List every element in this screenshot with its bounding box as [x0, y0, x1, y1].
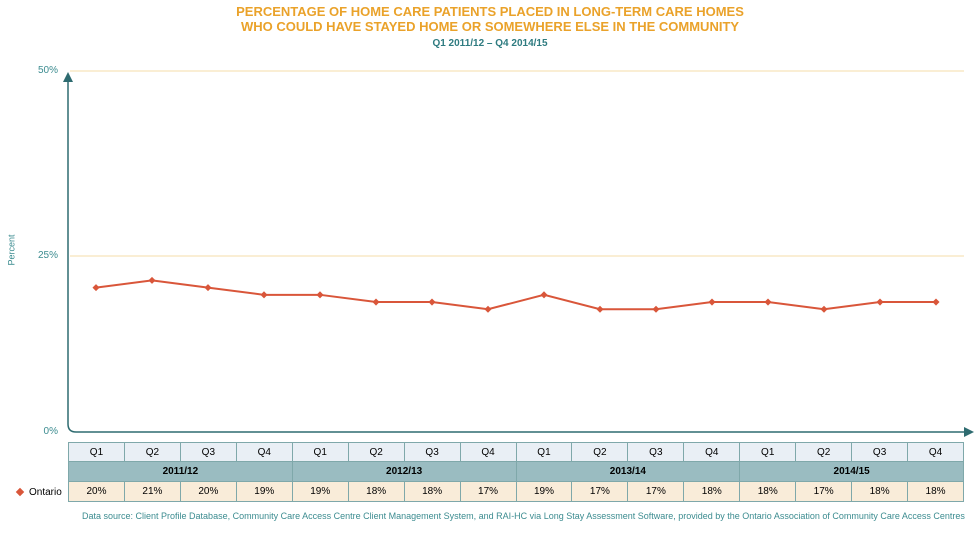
- data-point: [316, 291, 324, 299]
- data-label: 18%: [403, 481, 461, 502]
- quarter-label: Q2: [795, 442, 853, 462]
- quarter-label: Q3: [627, 442, 685, 462]
- y-tick-50: 50%: [37, 65, 58, 76]
- data-point: [540, 291, 548, 299]
- data-label: 18%: [347, 481, 405, 502]
- data-point: [932, 298, 940, 306]
- year-label: 2011/12: [68, 461, 293, 482]
- quarter-label: Q2: [347, 442, 405, 462]
- axes: [67, 80, 966, 433]
- data-point: [204, 284, 212, 292]
- data-point: [596, 305, 604, 313]
- data-label: 17%: [795, 481, 853, 502]
- data-source: Data source: Client Profile Database, Co…: [82, 511, 965, 521]
- data-point: [372, 298, 380, 306]
- series-line-ontario: [95, 279, 936, 311]
- data-point: [92, 284, 100, 292]
- plot-area: [63, 70, 974, 437]
- data-point: [876, 298, 884, 306]
- data-point: [148, 276, 156, 284]
- quarter-label: Q1: [291, 442, 349, 462]
- quarter-label: Q4: [683, 442, 741, 462]
- quarter-label: Q1: [515, 442, 573, 462]
- quarter-label: Q3: [851, 442, 909, 462]
- data-table: Q1 Q2 Q3 Q4 Q1 Q2 Q3 Q4 Q1 Q2 Q3 Q4 Q1 Q2 Q3 Q4 2011/12…: [68, 442, 964, 502]
- data-point: [820, 305, 828, 313]
- quarter-label: Q3: [403, 442, 461, 462]
- x-axis-arrow: [964, 427, 974, 437]
- chart-subtitle: Q1 2011/12 – Q4 2014/15: [432, 38, 548, 49]
- quarter-label: Q1: [739, 442, 797, 462]
- legend: Ontario: [15, 487, 62, 498]
- data-label: 19%: [291, 481, 349, 502]
- data-point: [652, 305, 660, 313]
- quarter-label: Q3: [179, 442, 237, 462]
- data-point: [484, 305, 492, 313]
- legend-marker-diamond-icon: [15, 487, 25, 497]
- data-point: [764, 298, 772, 306]
- data-point: [428, 298, 436, 306]
- data-point: [260, 291, 268, 299]
- legend-label: Ontario: [29, 487, 62, 498]
- year-label: 2013/14: [515, 461, 741, 482]
- quarter-label: Q4: [235, 442, 293, 462]
- y-tick-0: 0%: [43, 426, 58, 437]
- data-label: 18%: [907, 481, 964, 502]
- chart-title-line1: PERCENTAGE OF HOME CARE PATIENTS PLACED …: [236, 4, 744, 19]
- data-label: 20%: [179, 481, 237, 502]
- data-point: [708, 298, 716, 306]
- quarter-label: Q1: [68, 442, 125, 462]
- quarter-label: Q2: [571, 442, 629, 462]
- quarter-label: Q2: [123, 442, 181, 462]
- quarter-label: Q4: [459, 442, 517, 462]
- data-label: 17%: [571, 481, 629, 502]
- data-label: 18%: [683, 481, 741, 502]
- quarter-label: Q4: [907, 442, 964, 462]
- year-label: 2012/13: [291, 461, 517, 482]
- data-label: 17%: [459, 481, 517, 502]
- data-label: 21%: [123, 481, 181, 502]
- data-label: 18%: [851, 481, 909, 502]
- chart-title-line2: WHO COULD HAVE STAYED HOME OR SOMEWHERE …: [240, 19, 740, 34]
- y-tick-25: 25%: [37, 250, 58, 261]
- data-label: 17%: [627, 481, 685, 502]
- data-label: 18%: [739, 481, 797, 502]
- data-label: 20%: [68, 481, 125, 502]
- y-axis-arrow: [63, 72, 73, 82]
- year-label: 2014/15: [739, 461, 964, 482]
- data-label: 19%: [235, 481, 293, 502]
- data-label: 19%: [515, 481, 573, 502]
